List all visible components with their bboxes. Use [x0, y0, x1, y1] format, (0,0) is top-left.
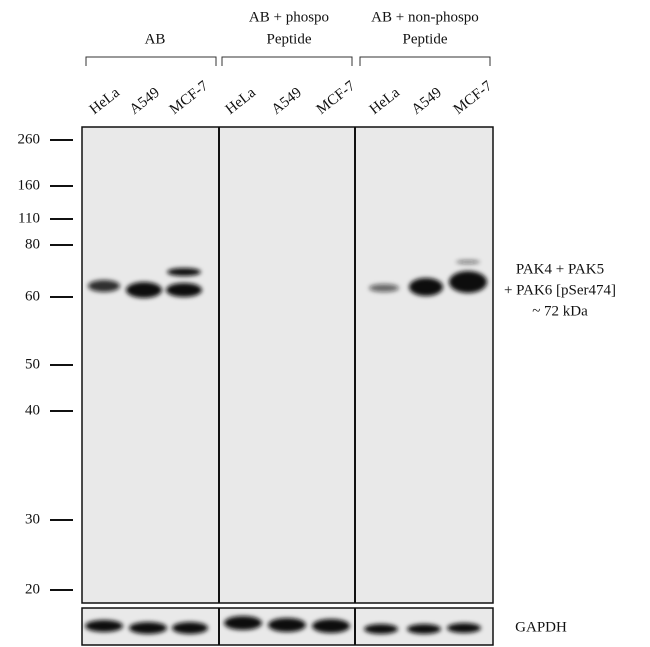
marker-label: 110: [18, 210, 40, 226]
lane-label: HeLa: [87, 85, 123, 118]
lane-label: MCF-7: [451, 78, 496, 118]
loading-control-label: GAPDH: [515, 619, 567, 635]
group-label: AB: [145, 31, 166, 47]
target-label: ~ 72 kDa: [532, 303, 588, 319]
marker-label: 20: [25, 581, 40, 597]
bands: [85, 260, 487, 634]
target-label: PAK4 + PAK5: [516, 261, 604, 277]
marker-label: 260: [18, 131, 41, 147]
marker-label: 160: [18, 177, 41, 193]
lane-label: MCF-7: [167, 78, 212, 118]
lane-label: A549: [409, 85, 445, 118]
marker-label: 40: [25, 402, 40, 418]
marker-label: 80: [25, 236, 40, 252]
group-brackets: [85, 56, 491, 66]
marker-label: 30: [25, 511, 40, 527]
blot-panel: [81, 126, 494, 604]
marker-label: 50: [25, 356, 40, 372]
group-label: AB + non-phospo: [371, 9, 479, 25]
lane-label: MCF-7: [314, 78, 359, 118]
group-label: Peptide: [267, 31, 312, 47]
target-label: + PAK6 [pSer474]: [504, 282, 616, 298]
lane-label: HeLa: [367, 85, 403, 118]
lane-label: A549: [127, 85, 163, 118]
lane-label: HeLa: [223, 85, 259, 118]
group-label: Peptide: [403, 31, 448, 47]
group-label: AB + phospo: [249, 9, 329, 25]
marker-label: 60: [25, 288, 40, 304]
lane-label: A549: [269, 85, 305, 118]
